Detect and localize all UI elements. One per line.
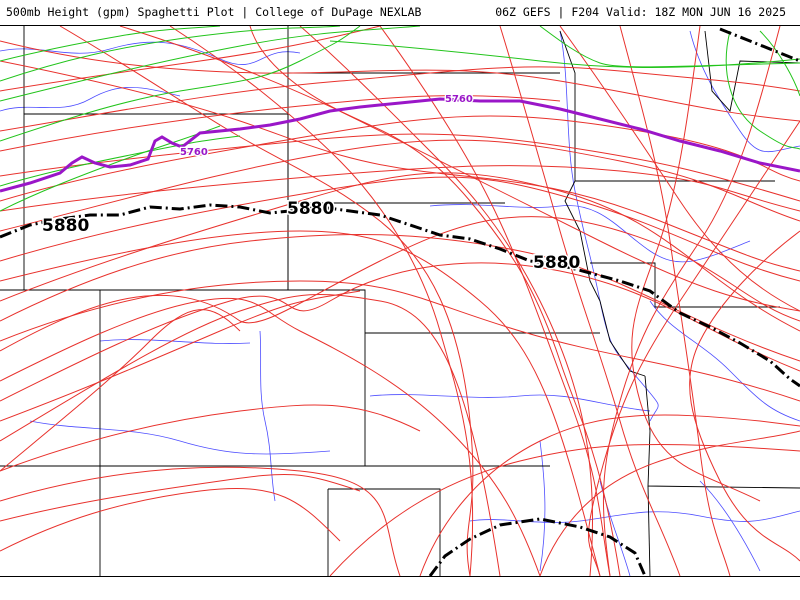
member-5760-contour: [0, 26, 361, 142]
state-line: [704, 30, 800, 112]
plot-title: 500mb Height (gpm) Spaghetti Plot | Coll…: [6, 5, 422, 19]
member-5880-contour: [329, 443, 800, 576]
member-5880-contour: [379, 26, 611, 576]
member-5880-contour: [299, 26, 594, 576]
member-5880-contour: [0, 60, 800, 272]
mean-5880-contour-northeast: [719, 27, 800, 63]
contour-labels: 5880 5880 5880 5760 5760: [41, 93, 582, 275]
member-5880-contour: [0, 26, 381, 92]
river: [559, 30, 659, 422]
member-5760-contour: [759, 30, 800, 97]
member-5880-contour: [559, 26, 800, 312]
member-5880-contour: [169, 26, 474, 576]
member-5760-contour: [0, 26, 421, 102]
member-5880-contour: [0, 115, 800, 202]
member-5880-contour: [631, 26, 761, 502]
river: [99, 339, 251, 344]
river: [0, 41, 301, 65]
member-5880-contour: [602, 26, 781, 576]
river: [369, 394, 651, 412]
contour-label-5760-west: 5760: [180, 147, 208, 158]
contour-label-5880-west: 5880: [42, 216, 89, 236]
member-5880-contours: [0, 26, 800, 576]
member-5880-contour: [689, 230, 800, 562]
member-5760-contour: [539, 26, 800, 68]
member-5880-contour: [587, 120, 800, 576]
mean-5760-contour: [0, 97, 800, 193]
member-5880-contour: [0, 133, 800, 202]
member-5880-contour: [0, 466, 401, 576]
river: [689, 30, 800, 153]
member-5880-contour: [0, 297, 541, 576]
member-5880-contour: [0, 216, 800, 352]
member-5760-contour: [0, 26, 341, 82]
member-5880-contour: [539, 430, 800, 576]
river: [469, 510, 800, 523]
mean-5880-contours: [0, 27, 800, 576]
member-5880-contour: [0, 290, 361, 422]
member-5880-contour: [0, 95, 561, 152]
member-5880-contour: [0, 280, 800, 402]
river: [699, 480, 761, 572]
member-5760-contour: [0, 125, 221, 212]
member-5880-contour: [499, 26, 681, 576]
member-5880-contour: [619, 26, 731, 576]
mean-5880-contour-south: [428, 517, 647, 576]
member-5880-contour: [249, 26, 621, 576]
contour-label-5880-central: 5880: [287, 199, 334, 219]
member-5760-contour: [725, 30, 800, 150]
member-5880-contour: [59, 26, 474, 576]
river: [599, 480, 631, 576]
member-5880-contour: [0, 473, 361, 522]
member-5880-contour: [0, 66, 800, 132]
river: [649, 300, 800, 422]
state-line: [644, 375, 800, 489]
member-5880-contour: [419, 414, 800, 576]
member-5880-contour: [0, 309, 241, 472]
member-5760-contours: [0, 26, 800, 212]
member-5880-contour: [0, 293, 501, 576]
member-5760-contour: [0, 135, 241, 187]
rivers-layer: [0, 30, 800, 576]
member-5760-contour: [0, 26, 221, 62]
river: [29, 420, 331, 455]
river: [539, 440, 546, 572]
member-5880-contour: [0, 165, 800, 212]
river: [259, 330, 276, 502]
state-line: [590, 262, 780, 308]
header-bar: 500mb Height (gpm) Spaghetti Plot | Coll…: [0, 0, 800, 24]
state-line: [328, 488, 441, 576]
member-5880-contour: [119, 26, 800, 312]
member-5880-contour: [0, 487, 341, 552]
contour-label-5880-east: 5880: [533, 253, 580, 273]
map-panel: 5880 5880 5880 5760 5760: [0, 25, 800, 577]
run-info: 06Z GEFS | F204 Valid: 18Z MON JUN 16 20…: [495, 5, 786, 19]
mean-5880-contour-north: [0, 203, 800, 388]
spaghetti-map: 5880 5880 5880 5760 5760: [0, 26, 800, 576]
river: [0, 86, 181, 112]
river: [429, 204, 751, 263]
member-5880-contour: [0, 230, 601, 576]
member-5880-contour: [0, 262, 800, 402]
member-5880-contour: [0, 404, 421, 472]
member-5880-contour: [0, 176, 800, 282]
member-5880-contour: [0, 139, 800, 232]
member-5880-contour: [0, 40, 800, 122]
member-5880-contour: [0, 233, 800, 362]
contour-label-5760-east: 5760: [445, 94, 473, 105]
